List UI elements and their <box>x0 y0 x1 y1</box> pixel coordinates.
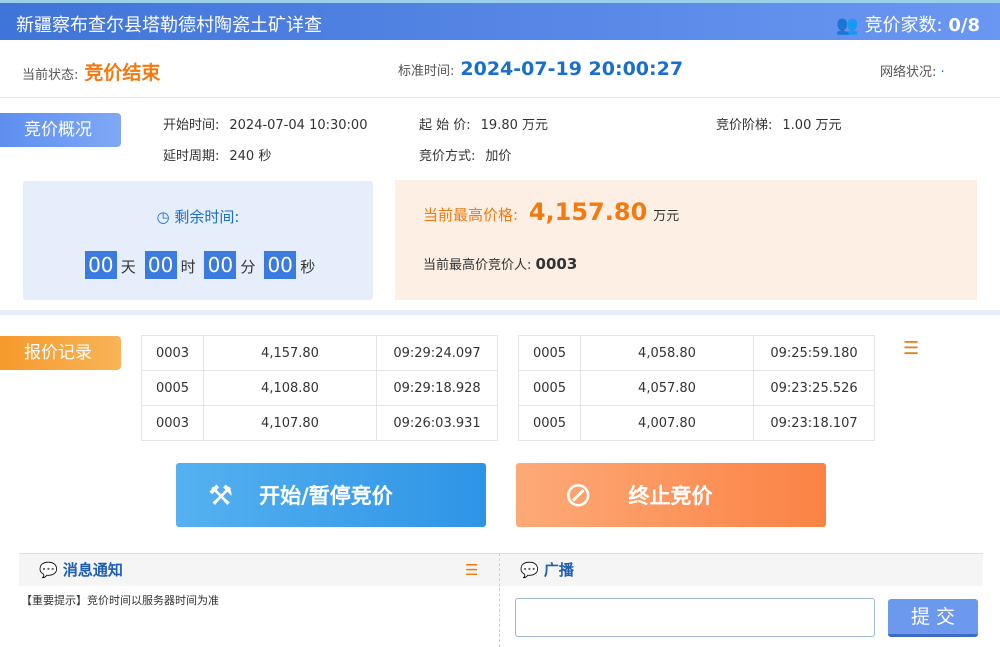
minutes: 00 <box>204 251 237 279</box>
clock-icon: ◷ <box>156 208 170 226</box>
stop-button[interactable]: ⊘ 终止竞价 <box>516 463 826 527</box>
notice-panel: 💬 消息通知 ☰ 【重要提示】竞价时间以服务器时间为准 <box>19 553 500 647</box>
current-status: 当前状态: 竞价结束 <box>22 62 161 84</box>
table-row: 0005 4,058.80 09:25:59.180 <box>518 335 875 371</box>
chat-icon: 💬 <box>39 561 58 579</box>
table-row: 0005 4,108.80 09:29:18.928 <box>141 370 498 406</box>
records-table-right: 0005 4,058.80 09:25:59.180 0005 4,057.80 09:2… <box>518 335 875 441</box>
broadcast-panel: 💬 广播 提 交 <box>500 553 983 647</box>
time-cell: 09:23:25.526 <box>753 370 875 406</box>
header: 新疆察布查尔县塔勒德村陶瓷土矿详查 👥 竞价家数: 0/8 <box>0 0 1000 40</box>
broadcast-input[interactable] <box>515 598 875 637</box>
submit-button[interactable]: 提 交 <box>888 599 978 637</box>
list-icon[interactable]: ☰ <box>903 338 920 359</box>
bid-step: 竞价阶梯: 1.00 万元 <box>716 118 842 133</box>
table-row: 0005 4,007.80 09:23:18.107 <box>518 405 875 441</box>
bidder-cell: 0005 <box>141 370 204 406</box>
overview-tag: 竞价概况 <box>0 113 121 147</box>
price-cell: 4,107.80 <box>203 405 377 441</box>
notice-item: 【重要提示】竞价时间以服务器时间为准 <box>21 594 219 607</box>
time-cell: 09:23:18.107 <box>753 405 875 441</box>
bidder-cell: 0003 <box>141 405 204 441</box>
hours: 00 <box>144 251 177 279</box>
records-tag: 报价记录 <box>0 336 121 370</box>
bidder-count: 👥 竞价家数: 0/8 <box>836 15 980 36</box>
seconds: 00 <box>264 251 297 279</box>
start-time: 开始时间: 2024-07-04 10:30:00 <box>163 118 368 133</box>
records-table-left: 0003 4,157.80 09:29:24.097 0005 4,108.80 09:2… <box>141 335 498 441</box>
page-title: 新疆察布查尔县塔勒德村陶瓷土矿详查 <box>16 15 322 36</box>
bidder-cell: 0005 <box>518 405 581 441</box>
divider <box>0 310 1000 315</box>
bid-mode: 竞价方式: 加价 <box>419 149 512 164</box>
standard-time: 标准时间: 2024-07-19 20:00:27 <box>398 58 684 80</box>
time-cell: 09:26:03.931 <box>376 405 498 441</box>
price-cell: 4,157.80 <box>203 335 377 371</box>
bidder-cell: 0005 <box>518 335 581 371</box>
price-cell: 4,058.80 <box>580 335 754 371</box>
countdown-panel: ◷ 剩余时间: 00 天 00 时 00 分 00 秒 <box>23 181 373 300</box>
table-row: 0003 4,157.80 09:29:24.097 <box>141 335 498 371</box>
highest-bidder: 0003 <box>535 255 578 273</box>
table-row: 0005 4,057.80 09:23:25.526 <box>518 370 875 406</box>
start-pause-button[interactable]: ⚒ 开始/暂停竞价 <box>176 463 486 527</box>
time-cell: 09:29:18.928 <box>376 370 498 406</box>
time-cell: 09:29:24.097 <box>376 335 498 371</box>
price-cell: 4,007.80 <box>580 405 754 441</box>
highest-price-panel: 当前最高价格: 4,157.80 万元 当前最高价竞价人: 0003 <box>395 180 977 300</box>
days: 00 <box>84 251 117 279</box>
price-cell: 4,057.80 <box>580 370 754 406</box>
ban-icon: ⊘ <box>564 475 593 515</box>
gavel-icon: ⚒ <box>208 478 234 512</box>
chat-icon: 💬 <box>520 561 539 579</box>
users-icon: 👥 <box>836 15 859 36</box>
delay-period: 延时周期: 240 秒 <box>163 149 272 164</box>
base-price: 起 始 价: 19.80 万元 <box>419 118 549 133</box>
price-cell: 4,108.80 <box>203 370 377 406</box>
time-cell: 09:25:59.180 <box>753 335 875 371</box>
divider <box>0 97 1000 98</box>
list-icon[interactable]: ☰ <box>465 561 479 579</box>
bidder-cell: 0003 <box>141 335 204 371</box>
network-status: 网络状况: · <box>880 65 945 80</box>
bidder-cell: 0005 <box>518 370 581 406</box>
table-row: 0003 4,107.80 09:26:03.931 <box>141 405 498 441</box>
highest-price: 4,157.80 <box>528 198 648 226</box>
